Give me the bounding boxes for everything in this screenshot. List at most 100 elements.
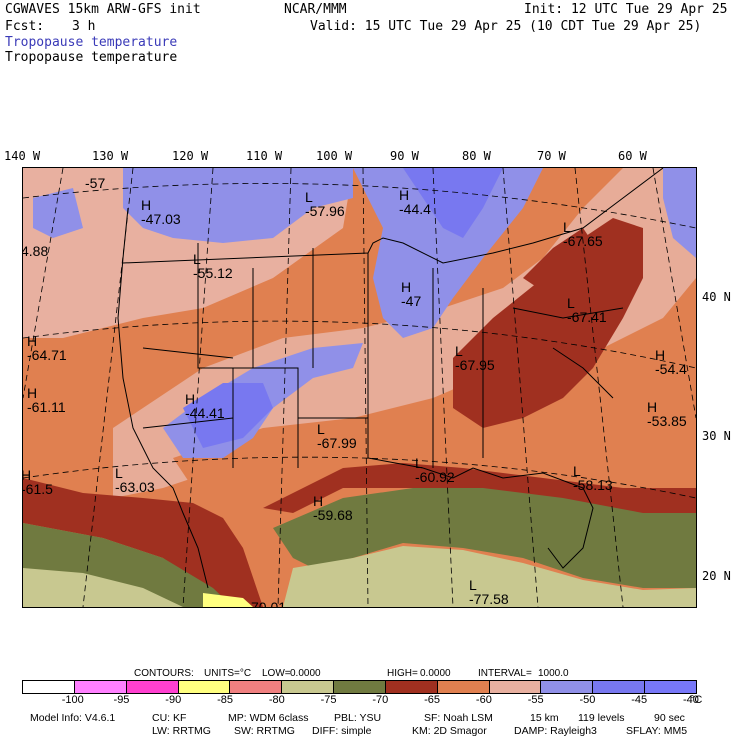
colorbar-label: -75: [320, 694, 337, 706]
field-yellow-patch: [203, 593, 253, 607]
colorbar-unit: °C: [690, 694, 703, 706]
field-orange-central: [173, 318, 583, 488]
colorbar-swatch: [74, 681, 127, 693]
field-darkred-ne: [453, 218, 643, 428]
footer-model-info: Model Info: V4.6.1: [30, 712, 116, 724]
colorbar-swatch: [282, 681, 335, 693]
map-marker: L -67.41: [567, 295, 607, 325]
footer-timestep: 90 sec: [654, 712, 685, 724]
map-marker: H -47.03: [141, 197, 181, 227]
field-lavender-west: [33, 188, 83, 238]
map-marker: H -54.4: [655, 347, 687, 377]
model-title: CGWAVES 15km ARW-GFS init: [5, 2, 201, 17]
map-marker: L -55.12: [193, 251, 233, 281]
footer-km: KM: 2D Smagor: [412, 725, 487, 737]
map-marker: L -58.13: [573, 463, 613, 493]
lon-label: 70 W: [537, 149, 566, 163]
lon-label: 140 W: [4, 149, 41, 163]
lat-label: 40 N: [702, 290, 731, 304]
footer-cu: CU: KF: [152, 712, 187, 724]
lon-label: 110 W: [246, 149, 283, 163]
map-marker: -57: [85, 175, 106, 191]
colorbar-label: -90: [165, 694, 182, 706]
colorbar-swatch: [230, 681, 283, 693]
lon-label: 60 W: [618, 149, 647, 163]
lon-label: 120 W: [172, 149, 209, 163]
map-marker: H -64.71: [27, 333, 67, 363]
units-label: UNITS=°C: [204, 668, 252, 679]
colorbar: [22, 680, 697, 694]
map-marker: 4.88: [22, 243, 49, 259]
fcst-label: Fcst:: [5, 19, 45, 34]
colorbar-label: -80: [268, 694, 285, 706]
footer-diff: DIFF: simple: [312, 725, 372, 737]
lon-label: 90 W: [390, 149, 419, 163]
field-lavender-nw: [123, 168, 353, 243]
lon-label: 130 W: [92, 149, 129, 163]
colorbar-swatch: [593, 681, 646, 693]
map-marker: L -60.92: [415, 455, 455, 485]
footer-sw: SW: RRTMG: [234, 725, 295, 737]
footer-sflay: SFLAY: MM5: [626, 725, 688, 737]
colorbar-swatch: [489, 681, 542, 693]
colorbar-swatch: [437, 681, 490, 693]
footer-sf: SF: Noah LSM: [424, 712, 493, 724]
colorbar-swatch: [334, 681, 386, 693]
fcst-value: 3 h: [72, 19, 96, 34]
map-marker: L -67.65: [563, 219, 603, 249]
colorbar-swatch: [126, 681, 179, 693]
field-lavender-lakes: [353, 168, 543, 338]
interval-value: 1000.0: [538, 668, 569, 679]
field-title-1: Tropopause temperature: [5, 35, 178, 50]
field-darkred-sw: [23, 478, 263, 607]
colorbar-swatch: [385, 681, 438, 693]
lon-label: 80 W: [462, 149, 491, 163]
field-olive-gulf: [273, 488, 696, 588]
high-label: HIGH=: [387, 668, 418, 679]
footer-levels: 119 levels: [578, 712, 625, 724]
footer-resolution: 15 km: [530, 712, 559, 724]
map-marker: H -44.41: [185, 391, 225, 421]
colorbar-label: -50: [579, 694, 596, 706]
map-marker: H -47: [401, 279, 422, 309]
contours-label: CONTOURS:: [134, 668, 194, 679]
colorbar-label: -45: [631, 694, 648, 706]
field-blue-sw: [183, 383, 273, 448]
footer-lw: LW: RRTMG: [152, 725, 211, 737]
colorbar-label: -95: [113, 694, 130, 706]
colorbar-label: -60: [475, 694, 492, 706]
map-marker: L -63.03: [115, 465, 155, 495]
lon-label: 100 W: [316, 149, 353, 163]
colorbar-label: -65: [424, 694, 441, 706]
map-field-svg: [23, 168, 696, 607]
colorbar-label: -100: [61, 694, 84, 706]
field-blue-lakes: [403, 168, 503, 238]
field-khaki-sw: [23, 568, 183, 607]
field-darkred-ne2: [523, 228, 603, 298]
low-value: 0.0000: [290, 668, 321, 679]
map-marker: L -67.99: [317, 421, 357, 451]
colorbar-swatch: [541, 681, 594, 693]
field-khaki-south: [283, 546, 696, 607]
low-label: LOW=: [262, 668, 291, 679]
colorbar-swatch: [178, 681, 231, 693]
colorbar-label: -70: [372, 694, 389, 706]
map-marker: H -44.4: [399, 187, 431, 217]
map-marker: H -61.5: [22, 467, 53, 497]
map-marker: H -59.68: [313, 493, 353, 523]
colorbar-swatch: [645, 681, 696, 693]
org-label: NCAR/MMM: [284, 2, 347, 17]
colorbar-label: -55: [527, 694, 544, 706]
footer-mp: MP: WDM 6class: [228, 712, 309, 724]
lat-label: 20 N: [702, 569, 731, 583]
colorbar-swatch: [23, 681, 75, 693]
high-value: 0.0000: [420, 668, 451, 679]
map-marker: L -57.96: [305, 189, 345, 219]
colorbar-label: -85: [217, 694, 233, 706]
interval-label: INTERVAL=: [478, 668, 532, 679]
map-marker: H -53.85: [647, 399, 687, 429]
map-panel: -57 H -47.03 4.88 L -57.96 H -44.4 L -67.65 …: [22, 167, 697, 608]
map-marker: H -61.11: [27, 385, 66, 415]
init-time: Init: 12 UTC Tue 29 Apr 25: [524, 2, 728, 17]
boundaries: [117, 168, 664, 589]
